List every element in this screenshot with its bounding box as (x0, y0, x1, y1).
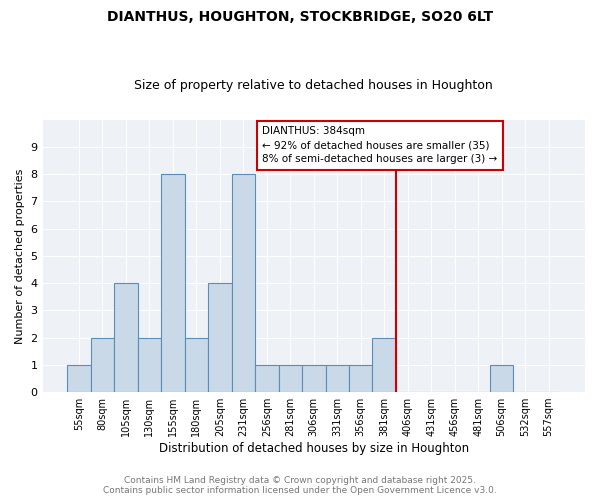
Bar (208, 283, 232, 392)
Bar (161, 174, 185, 392)
Bar (326, 365, 349, 392)
Y-axis label: Number of detached properties: Number of detached properties (15, 168, 25, 344)
Bar (137, 338, 161, 392)
Bar (302, 365, 326, 392)
Bar (185, 338, 208, 392)
Bar (67, 365, 91, 392)
Text: Contains HM Land Registry data © Crown copyright and database right 2025.
Contai: Contains HM Land Registry data © Crown c… (103, 476, 497, 495)
Title: Size of property relative to detached houses in Houghton: Size of property relative to detached ho… (134, 79, 493, 92)
Bar (349, 365, 373, 392)
X-axis label: Distribution of detached houses by size in Houghton: Distribution of detached houses by size … (159, 442, 469, 455)
Bar (490, 365, 514, 392)
Bar (91, 338, 114, 392)
Text: DIANTHUS: 384sqm
← 92% of detached houses are smaller (35)
8% of semi-detached h: DIANTHUS: 384sqm ← 92% of detached house… (262, 126, 497, 164)
Text: DIANTHUS, HOUGHTON, STOCKBRIDGE, SO20 6LT: DIANTHUS, HOUGHTON, STOCKBRIDGE, SO20 6L… (107, 10, 493, 24)
Bar (255, 365, 278, 392)
Bar (373, 338, 396, 392)
Bar (278, 365, 302, 392)
Bar (114, 283, 137, 392)
Bar (232, 174, 255, 392)
